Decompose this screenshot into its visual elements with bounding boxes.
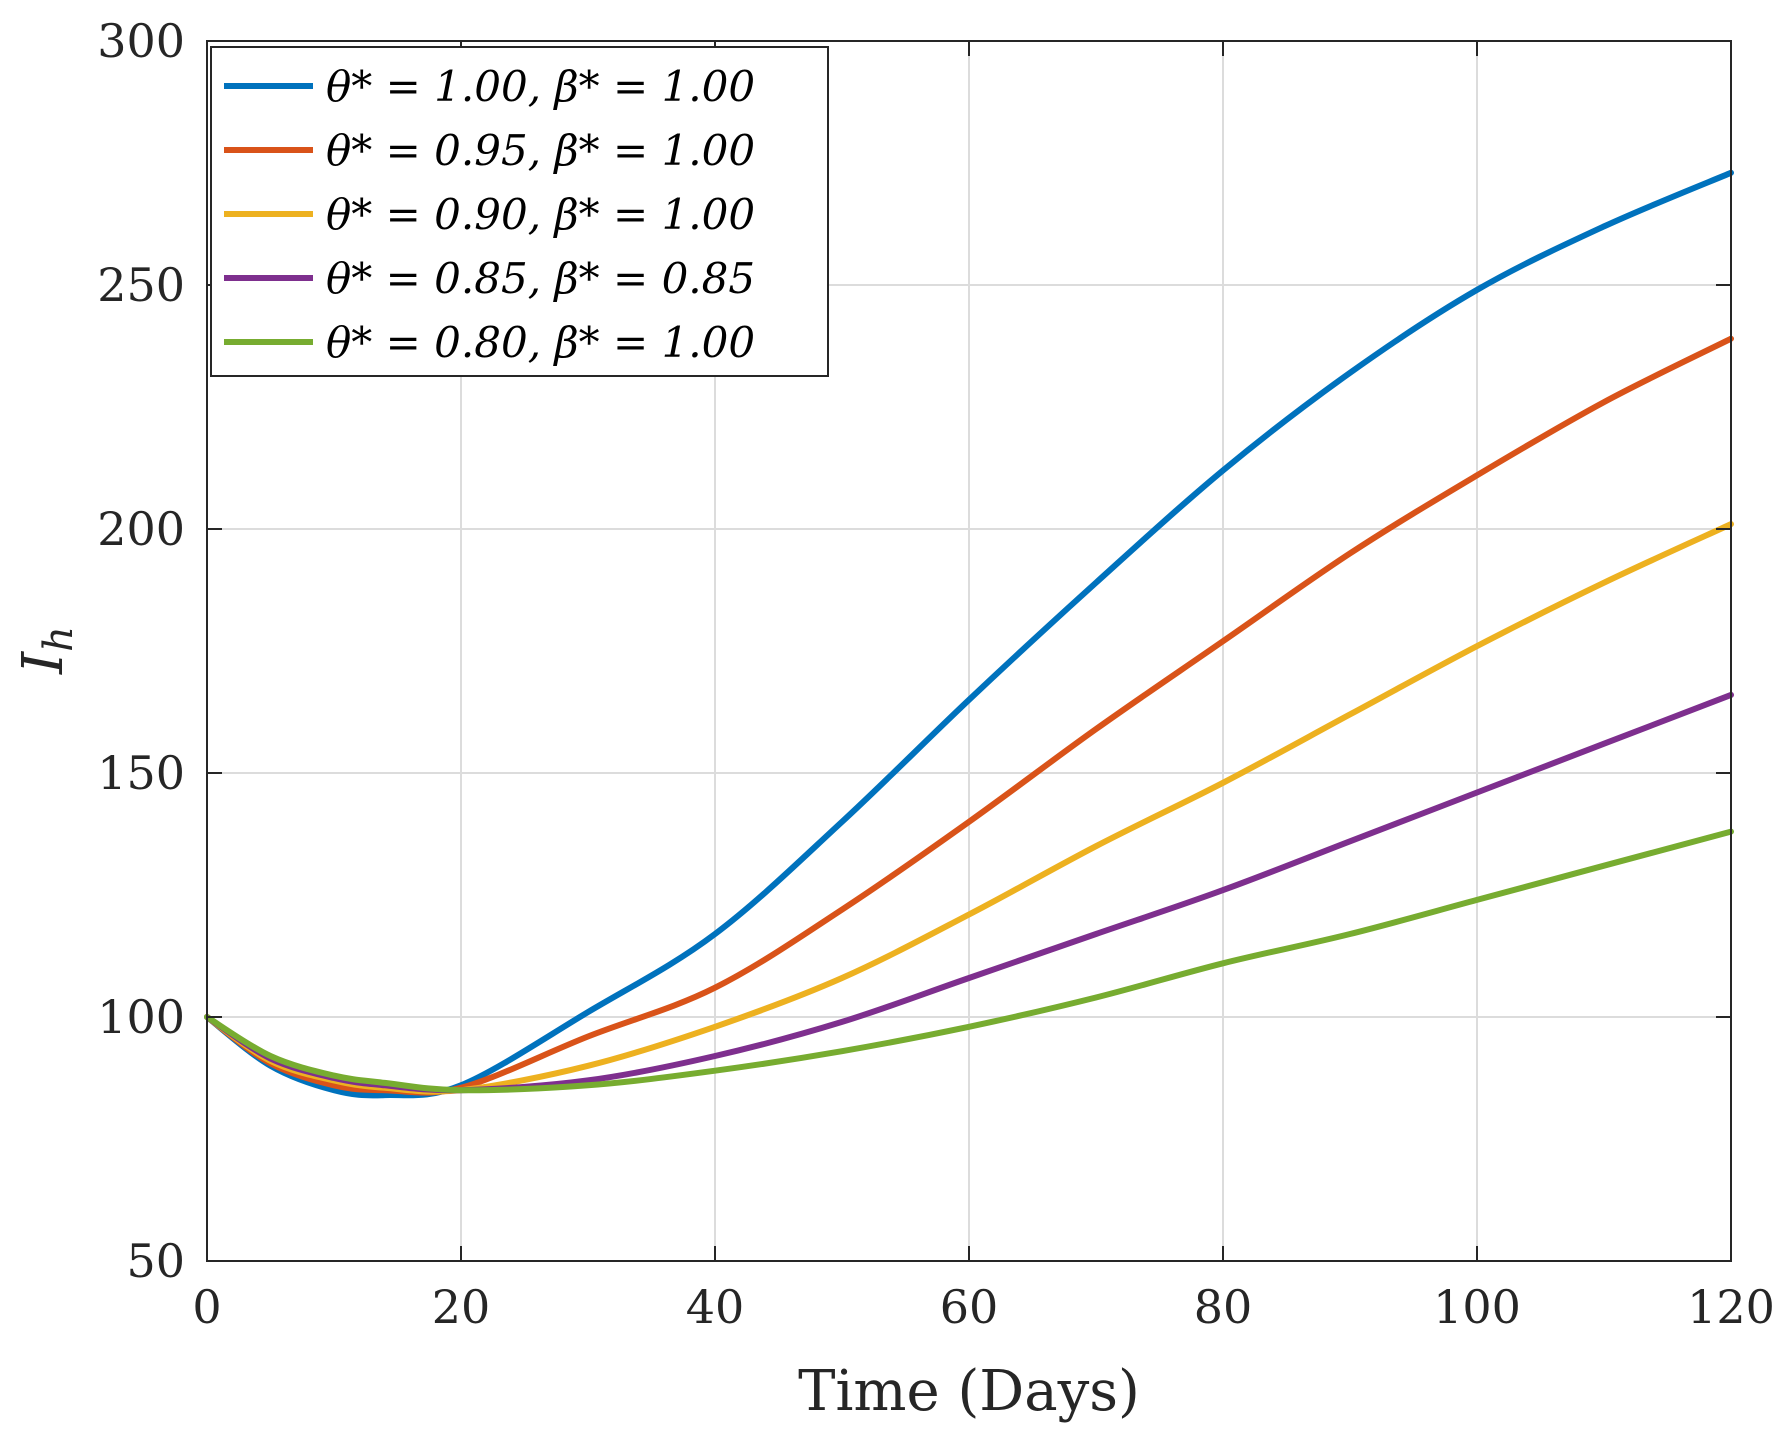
x-tick-label: 40 xyxy=(686,1280,745,1334)
y-tick-label: 50 xyxy=(126,1234,185,1288)
y-tick-label: 150 xyxy=(97,746,185,800)
legend-label-1: θ* = 1.00, β* = 1.00 xyxy=(326,62,755,111)
series-line-1 xyxy=(204,169,1734,1099)
y-tick-label: 250 xyxy=(97,258,185,312)
legend-box xyxy=(210,46,829,377)
series-line-5 xyxy=(204,828,1734,1094)
x-tick-label: 120 xyxy=(1687,1280,1775,1334)
y-axis-label: Ih xyxy=(11,626,82,675)
y-tick-label: 200 xyxy=(97,502,185,556)
x-tick-label: 80 xyxy=(1194,1280,1253,1334)
legend-label-5: θ* = 0.80, β* = 1.00 xyxy=(326,318,755,367)
svg-text:Ih: Ih xyxy=(11,626,82,675)
x-tick-label: 0 xyxy=(192,1280,221,1334)
x-axis-label: Time (Days) xyxy=(798,1359,1140,1424)
x-tick-label: 100 xyxy=(1433,1280,1521,1334)
legend-label-3: θ* = 0.90, β* = 1.00 xyxy=(326,190,755,239)
legend-label-4: θ* = 0.85, β* = 0.85 xyxy=(326,254,755,303)
y-tick-label: 100 xyxy=(97,990,185,1044)
series-lines xyxy=(204,169,1734,1099)
x-tick-label: 60 xyxy=(940,1280,999,1334)
y-axis-label-sub: h xyxy=(36,626,82,652)
x-tick-label: 20 xyxy=(432,1280,491,1334)
tick-labels: 0 20 40 60 80 100 120 50 100 150 200 250 300 xyxy=(97,14,1775,1334)
y-axis-label-main: I xyxy=(11,650,76,675)
y-tick-label: 300 xyxy=(97,14,185,68)
legend: θ* = 1.00, β* = 1.00 θ* = 0.95, β* = 1.00… xyxy=(210,46,829,377)
legend-label-2: θ* = 0.95, β* = 1.00 xyxy=(326,126,755,175)
